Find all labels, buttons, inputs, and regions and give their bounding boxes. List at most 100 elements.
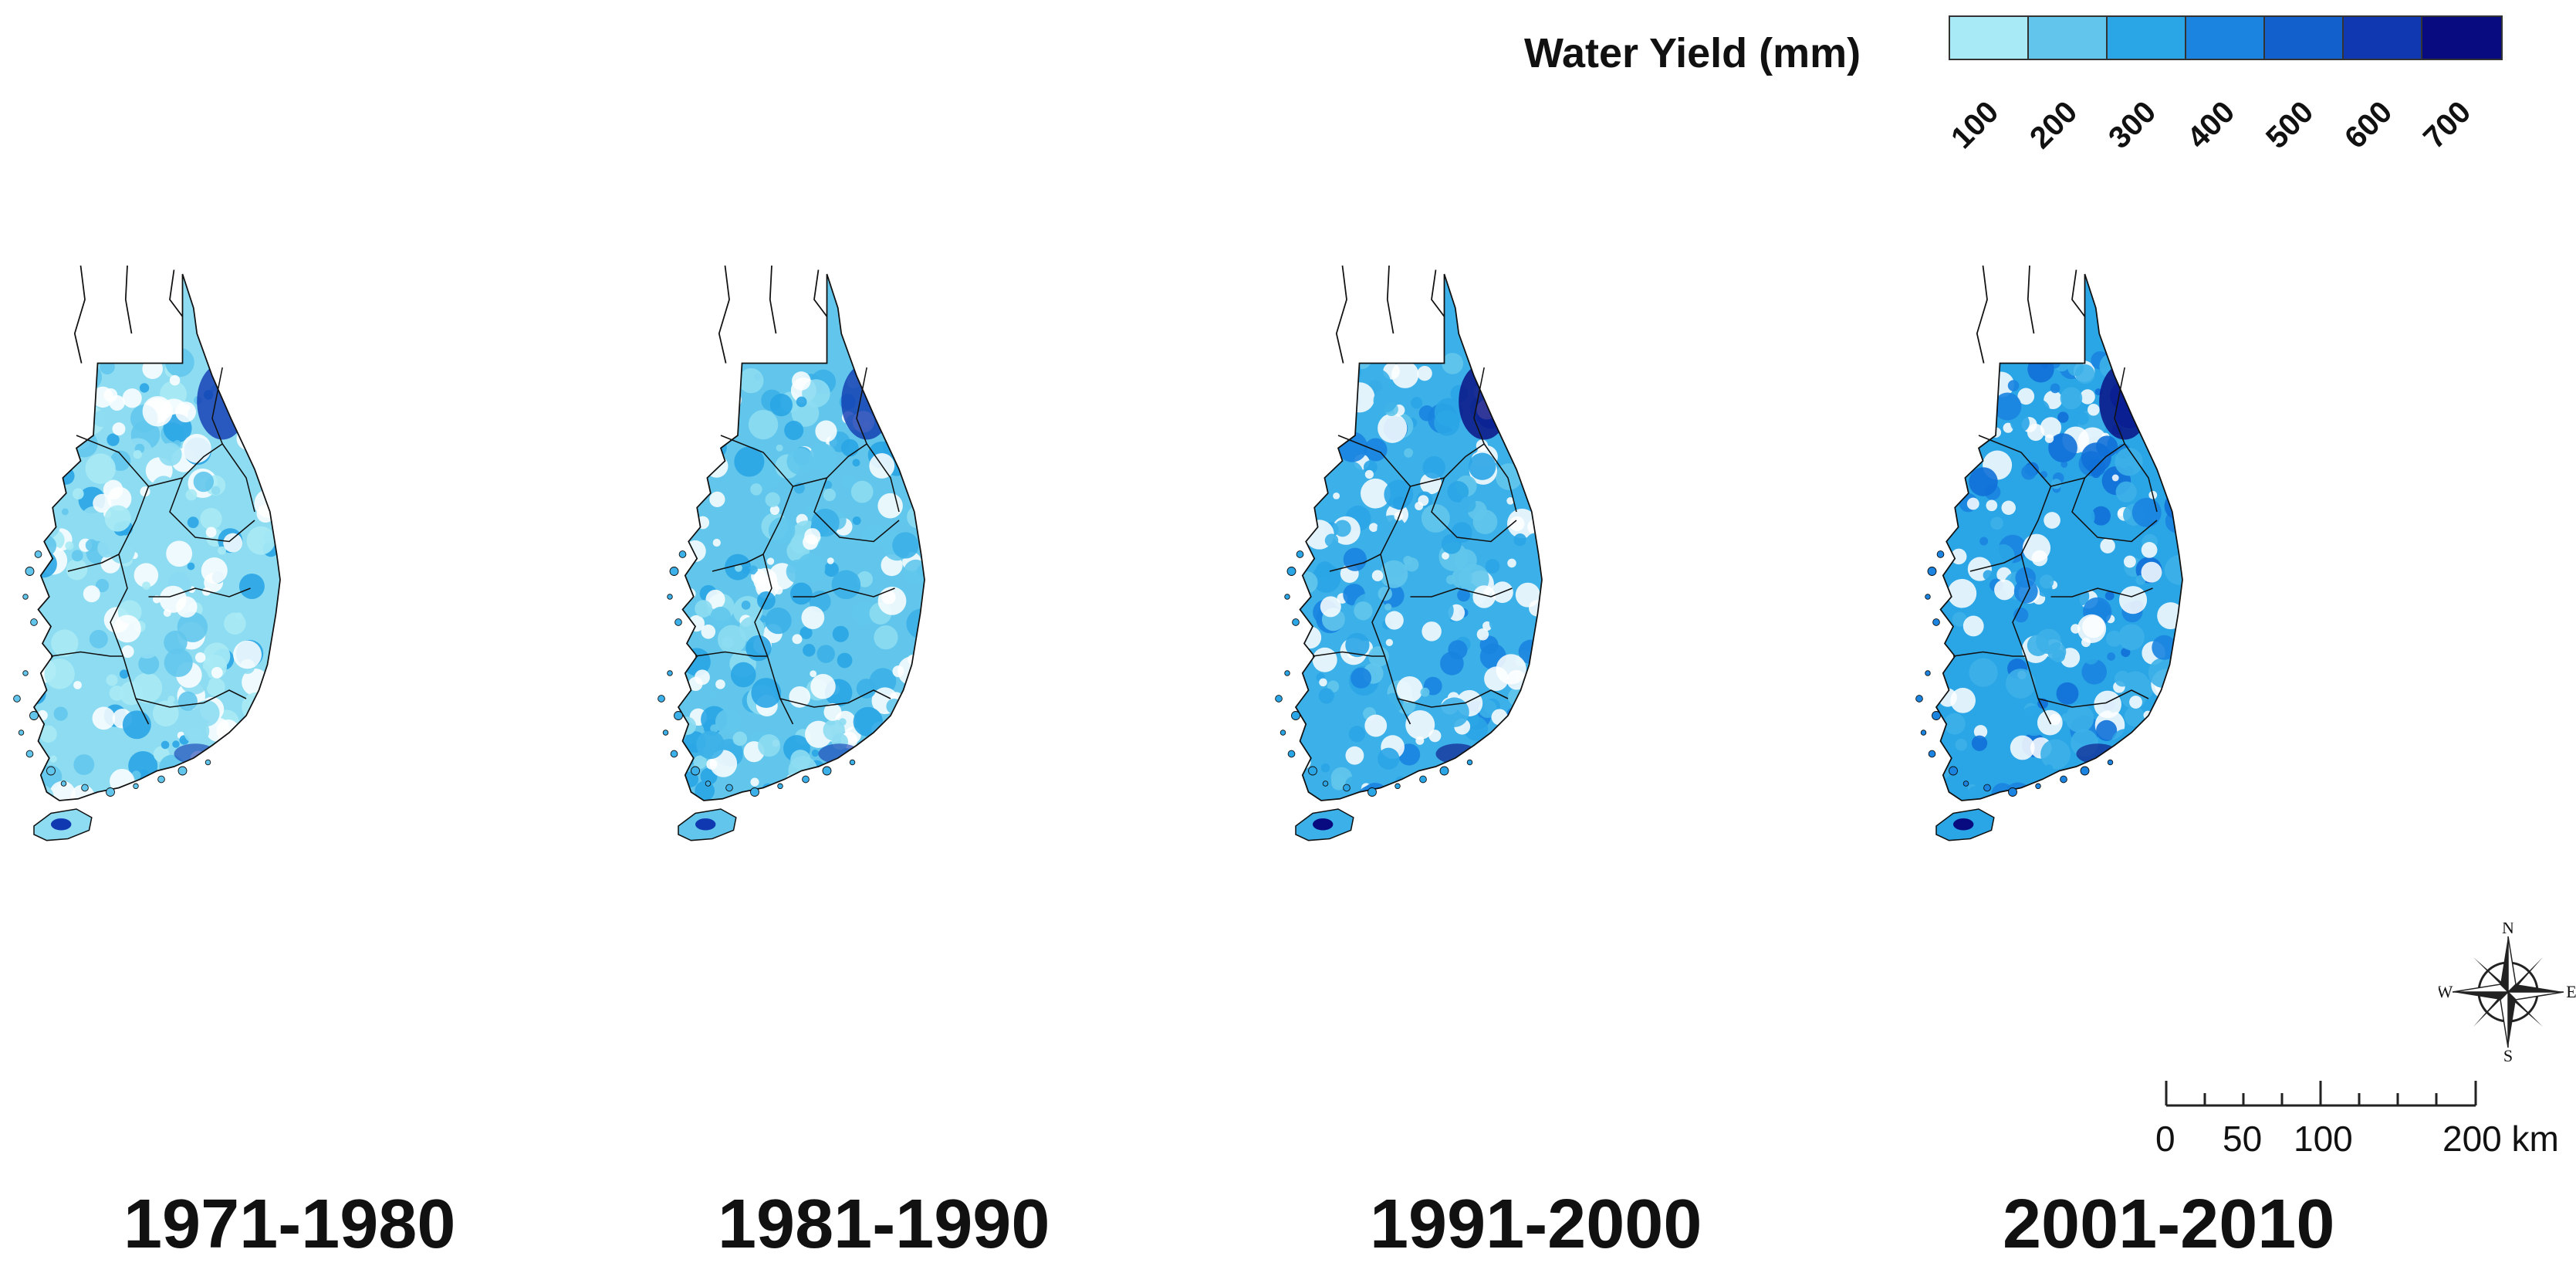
water-yield-cell — [2123, 555, 2136, 568]
water-yield-cell — [864, 374, 881, 391]
water-yield-cell — [756, 591, 776, 610]
water-yield-cell — [715, 709, 742, 735]
water-yield-cell — [1936, 373, 1962, 403]
water-yield-cell — [103, 479, 123, 500]
water-yield-cell — [2006, 669, 2036, 699]
island — [22, 594, 29, 600]
legend-color-bar — [1949, 15, 2503, 60]
water-yield-cell — [2118, 586, 2148, 614]
island — [1343, 784, 1351, 792]
water-yield-cell — [169, 374, 181, 386]
water-yield-cell — [1525, 409, 1543, 438]
water-yield-cell — [1441, 533, 1462, 554]
water-yield-cell — [786, 448, 814, 476]
water-yield-cell — [232, 386, 248, 403]
island — [691, 766, 700, 776]
water-yield-cell — [765, 492, 780, 508]
water-yield-cell — [1995, 659, 2005, 669]
water-yield-cell — [1307, 377, 1330, 401]
water-yield-cell — [1971, 735, 1988, 751]
water-yield-cell — [1312, 647, 1337, 672]
water-yield-cell — [823, 488, 836, 502]
legend-tick-600: 600 — [2338, 94, 2399, 156]
water-yield-cell — [34, 583, 48, 597]
water-yield-cell — [823, 703, 842, 721]
water-yield-cell — [1535, 493, 1543, 502]
water-yield-cell — [185, 489, 198, 501]
water-yield-cell — [1391, 649, 1406, 663]
island — [1439, 766, 1449, 776]
island — [1287, 750, 1296, 758]
water-yield-cell — [827, 557, 834, 564]
water-yield-cell — [695, 780, 715, 801]
water-yield-cell — [2097, 763, 2109, 775]
scale-label-50: 50 — [2223, 1119, 2263, 1159]
scale-label-200: 200 km — [2442, 1119, 2559, 1159]
island — [106, 787, 115, 797]
legend-swatch-200 — [2029, 17, 2108, 59]
water-yield-cell — [1364, 714, 1388, 737]
map-panel-4 — [1902, 178, 2458, 1181]
jeju-high-yield — [1313, 818, 1334, 831]
province-boundary — [1473, 367, 1517, 513]
water-yield-cell — [2124, 706, 2145, 727]
water-yield-cell — [138, 653, 160, 675]
water-yield-cell — [710, 606, 732, 628]
water-yield-cell — [134, 563, 159, 587]
water-yield-cell — [717, 420, 725, 428]
water-yield-cell — [1345, 632, 1370, 658]
water-yield-cell — [85, 394, 94, 403]
water-yield-cell — [2100, 538, 2115, 554]
water-yield-cell — [840, 438, 859, 457]
water-yield-cell — [2027, 634, 2049, 657]
water-yield-cell — [790, 750, 811, 770]
water-yield-cell — [912, 476, 925, 489]
water-yield-cell — [2080, 389, 2095, 405]
island — [29, 711, 39, 720]
water-yield-cell — [789, 582, 813, 605]
water-yield-cell — [248, 762, 279, 793]
water-yield-cell — [211, 486, 221, 496]
water-yield-cell — [1364, 438, 1388, 462]
water-yield-cell — [700, 422, 720, 442]
water-yield-cell — [2105, 630, 2122, 647]
water-yield-cell — [95, 578, 110, 593]
water-yield-cell — [875, 400, 906, 431]
island — [2035, 783, 2041, 790]
province-boundary — [2114, 367, 2158, 513]
water-yield-cell — [1385, 638, 1394, 646]
high-yield-zone — [197, 363, 248, 440]
water-yield-cell — [233, 737, 262, 767]
island — [725, 784, 733, 792]
water-yield-cell — [2052, 649, 2066, 663]
water-yield-cell — [863, 757, 887, 781]
water-yield-cell — [1513, 533, 1526, 547]
water-yield-cell — [1378, 747, 1400, 770]
legend-swatch-700 — [2422, 17, 2501, 59]
water-yield-cell — [93, 410, 110, 428]
water-yield-cell — [1405, 557, 1419, 572]
water-yield-cell — [1333, 492, 1340, 499]
water-yield-cell — [1442, 552, 1449, 560]
water-yield-cell — [2057, 411, 2069, 423]
water-yield-cell — [1319, 678, 1327, 687]
province-boundary — [754, 486, 794, 725]
water-yield-cell — [272, 790, 281, 801]
compass-rose-icon: N S E W — [2439, 923, 2576, 1061]
water-yield-cell — [111, 371, 130, 390]
korea-map-4 — [1915, 265, 2183, 841]
water-yield-cell — [792, 371, 811, 391]
water-yield-cell — [2060, 387, 2083, 410]
water-yield-cell — [706, 415, 714, 422]
water-yield-cell — [92, 386, 113, 408]
water-yield-cell — [254, 489, 281, 518]
water-yield-cell — [65, 541, 74, 550]
water-yield-cell — [201, 557, 228, 584]
water-yield-cell — [34, 405, 53, 429]
water-yield-cell — [235, 355, 247, 367]
island — [2107, 759, 2114, 766]
water-yield-cell — [231, 784, 261, 801]
water-yield-cell — [2111, 729, 2139, 757]
water-yield-cell — [34, 408, 56, 432]
water-yield-cell — [44, 659, 75, 689]
